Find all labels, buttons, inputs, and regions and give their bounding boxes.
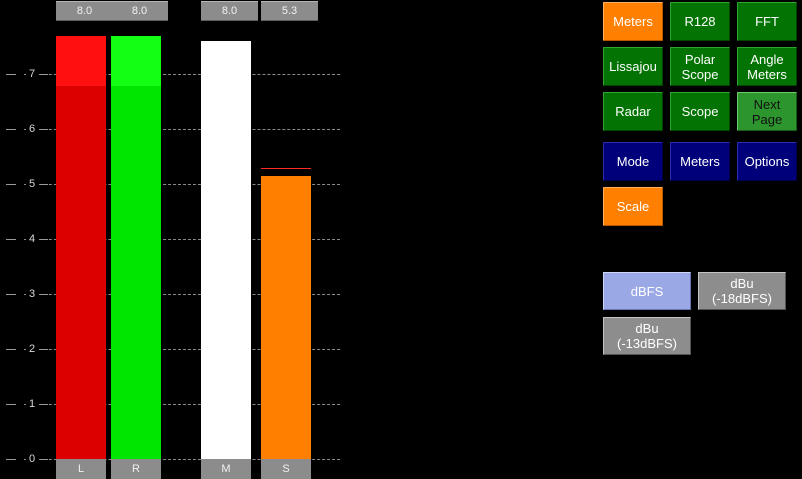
level-bar-s — [261, 176, 311, 459]
scale-tick-mark — [6, 129, 16, 130]
scale-tick-mark — [6, 239, 16, 240]
scale-tick-mark — [6, 459, 16, 460]
scale-tick-label: 3 — [26, 288, 38, 300]
scale-tick-mark — [40, 239, 48, 240]
next-page-button[interactable]: Next Page — [737, 92, 797, 131]
r128-button[interactable]: R128 — [670, 2, 730, 41]
scale-tick-mark — [40, 129, 48, 130]
gridline-1 — [24, 404, 340, 405]
peak-readout-m: 8.0 — [201, 1, 258, 21]
gridline-0 — [24, 459, 340, 460]
channel-label-l: L — [56, 459, 106, 479]
scale-tick-label: 6 — [26, 123, 38, 135]
scale-tick-label: 2 — [26, 343, 38, 355]
radar-button[interactable]: Radar — [603, 92, 663, 131]
gridline-5 — [24, 184, 340, 185]
options-button[interactable]: Options — [737, 142, 797, 181]
peak-readout-r: 8.0 — [111, 1, 168, 21]
gridline-2 — [24, 349, 340, 350]
meter-display: 0 1 2 3 4 5 6 7 8.0 L 8.0 R 8.0 M 5.3 S — [6, 1, 340, 479]
fft-button[interactable]: FFT — [737, 2, 797, 41]
peak-readout-l: 8.0 — [56, 1, 113, 21]
scale-option-dbfs[interactable]: dBFS — [603, 272, 691, 310]
peak-hold-line-s — [261, 168, 311, 169]
scale-tick-mark — [6, 184, 16, 185]
meters-view-button[interactable]: Meters — [603, 2, 663, 41]
polar-scope-button[interactable]: Polar Scope — [670, 47, 730, 86]
scale-tick-mark — [40, 294, 48, 295]
level-bar-peak-zone — [56, 36, 106, 86]
scale-tick-mark — [40, 74, 48, 75]
peak-readout-s: 5.3 — [261, 1, 318, 21]
meters-settings-button[interactable]: Meters — [670, 142, 730, 181]
level-bar-peak-zone — [201, 41, 251, 85]
scale-tick-mark — [6, 294, 16, 295]
channel-label-m: M — [201, 459, 251, 479]
lissajou-button[interactable]: Lissajou — [603, 47, 663, 86]
scale-tick-label: 7 — [26, 68, 38, 80]
level-bar-peak-zone — [111, 36, 161, 86]
gridline-3 — [24, 294, 340, 295]
scale-tick-mark — [40, 459, 48, 460]
angle-meters-button[interactable]: Angle Meters — [737, 47, 797, 86]
scale-tick-mark — [40, 404, 48, 405]
scale-tick-label: 4 — [26, 233, 38, 245]
scale-tick-label: 1 — [26, 398, 38, 410]
scale-tick-mark — [40, 184, 48, 185]
scale-tick-mark — [6, 74, 16, 75]
scope-button[interactable]: Scope — [670, 92, 730, 131]
level-bar-l — [56, 36, 106, 460]
level-bar-r — [111, 36, 161, 460]
channel-label-s: S — [261, 459, 311, 479]
scale-tick-label: 0 — [26, 453, 38, 465]
gridline-7 — [24, 74, 340, 75]
channel-label-r: R — [111, 459, 161, 479]
level-bar-m — [201, 41, 251, 459]
scale-tick-mark — [6, 404, 16, 405]
scale-tick-label: 5 — [26, 178, 38, 190]
gridline-6 — [24, 129, 340, 130]
scale-button[interactable]: Scale — [603, 187, 663, 226]
gridline-4 — [24, 239, 340, 240]
scale-option-dbu-13dbfs[interactable]: dBu (-13dBFS) — [603, 317, 691, 355]
scale-tick-mark — [40, 349, 48, 350]
scale-option-dbu-18dbfs[interactable]: dBu (-18dBFS) — [698, 272, 786, 310]
scale-tick-mark — [6, 349, 16, 350]
mode-button[interactable]: Mode — [603, 142, 663, 181]
